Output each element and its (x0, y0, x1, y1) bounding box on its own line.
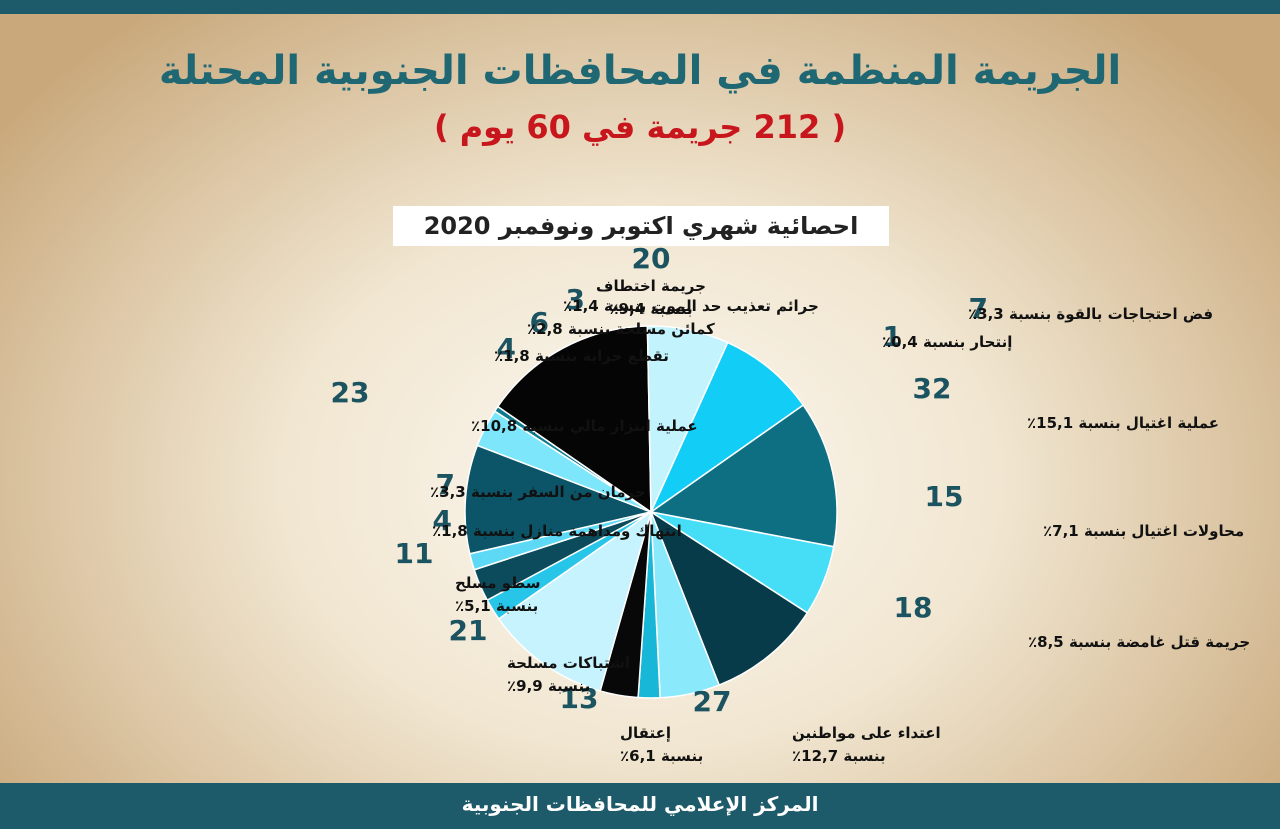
slice-category-label: جريمة قتل غامضة بنسبة 8,5٪ (1028, 633, 1250, 651)
slice-category-label: إنتحار بنسبة 0,4٪ (882, 333, 1012, 351)
pie-slice (497, 510, 653, 692)
slice-value-label: 20 (632, 242, 671, 275)
slice-category-label: بنسبة 9,4٪ (609, 300, 692, 318)
pie-slice (464, 444, 654, 555)
slice-value-label: 23 (331, 376, 370, 409)
slice-value-label: 32 (913, 372, 952, 405)
slice-category-label: كمائن مسلحة بنسبة 2,8٪ (527, 320, 715, 338)
pie-slice (649, 404, 838, 548)
slice-category-label: بنسبة 5,1٪ (455, 597, 538, 615)
slice-category-label: فض احتجاجات بالقوة بنسبة 3,3٪ (968, 305, 1213, 323)
slice-category-label: اعتداء على مواطنين (792, 724, 941, 742)
slice-value-label: 3 (566, 283, 585, 316)
slice-value-label: 4 (497, 332, 516, 365)
slice-category-label: محاولات اغتيال بنسبة 7,1٪ (1043, 522, 1244, 540)
slice-value-label: 27 (693, 685, 732, 718)
slice-category-label: حرمان من السفر بنسبة 3,3٪ (430, 483, 646, 501)
slice-category-label: بنسبة 6,1٪ (620, 747, 703, 765)
slice-value-label: 21 (449, 614, 488, 647)
slice-category-label: إعتقال (620, 724, 671, 742)
top-bar (0, 0, 1280, 14)
period-label: احصائية شهري اكتوبر ونوفمبر 2020 (393, 206, 889, 246)
slice-category-label: بنسبة 9,9٪ (507, 677, 590, 695)
slice-value-label: 13 (560, 682, 599, 715)
slice-category-label: بنسبة 12,7٪ (792, 747, 886, 765)
slice-value-label: 1 (883, 320, 902, 353)
slice-value-label: 7 (969, 292, 988, 325)
slice-value-label: 7 (436, 468, 455, 501)
pie-slice (649, 510, 809, 687)
pie-slice (496, 325, 652, 514)
slice-category-label: عملية اغتيال بنسبة 15,1٪ (1027, 414, 1219, 432)
slice-value-label: 15 (925, 480, 964, 513)
slice-category-label: اشتباكات مسلحة (507, 654, 630, 672)
pie-slice (468, 511, 652, 571)
slice-value-label: 4 (433, 504, 452, 537)
footer-text: المركز الإعلامي للمحافظات الجنوبية (461, 792, 819, 816)
pie-slices (464, 325, 838, 699)
chart-subtitle: ( 212 جريمة في 60 يوم ) (433, 108, 847, 146)
slice-value-label: 11 (395, 537, 434, 570)
slice-value-label: 6 (530, 306, 549, 339)
slice-category-label: عملية ابتزاز مالي بنسبة 10,8٪ (471, 417, 698, 435)
chart-title: الجريمة المنظمة في المحافظات الجنوبية ال… (158, 48, 1122, 94)
slice-category-label: تقطع حرابة بنسبة 1,8٪ (494, 347, 669, 365)
slice-category-label: جرائم تعذيب حد الموت بنسبة 1,4٪ (563, 297, 819, 315)
slice-category-label: جريمة اختطاف (596, 277, 706, 295)
slice-value-label: 18 (894, 591, 933, 624)
slice-category-label: انتهاك ومداهمة منازل بنسبة 1,8٪ (432, 522, 682, 540)
pie-slice (649, 341, 805, 515)
footer-bar: المركز الإعلامي للمحافظات الجنوبية (0, 783, 1280, 829)
slice-category-label: سطو مسلح (455, 574, 540, 592)
